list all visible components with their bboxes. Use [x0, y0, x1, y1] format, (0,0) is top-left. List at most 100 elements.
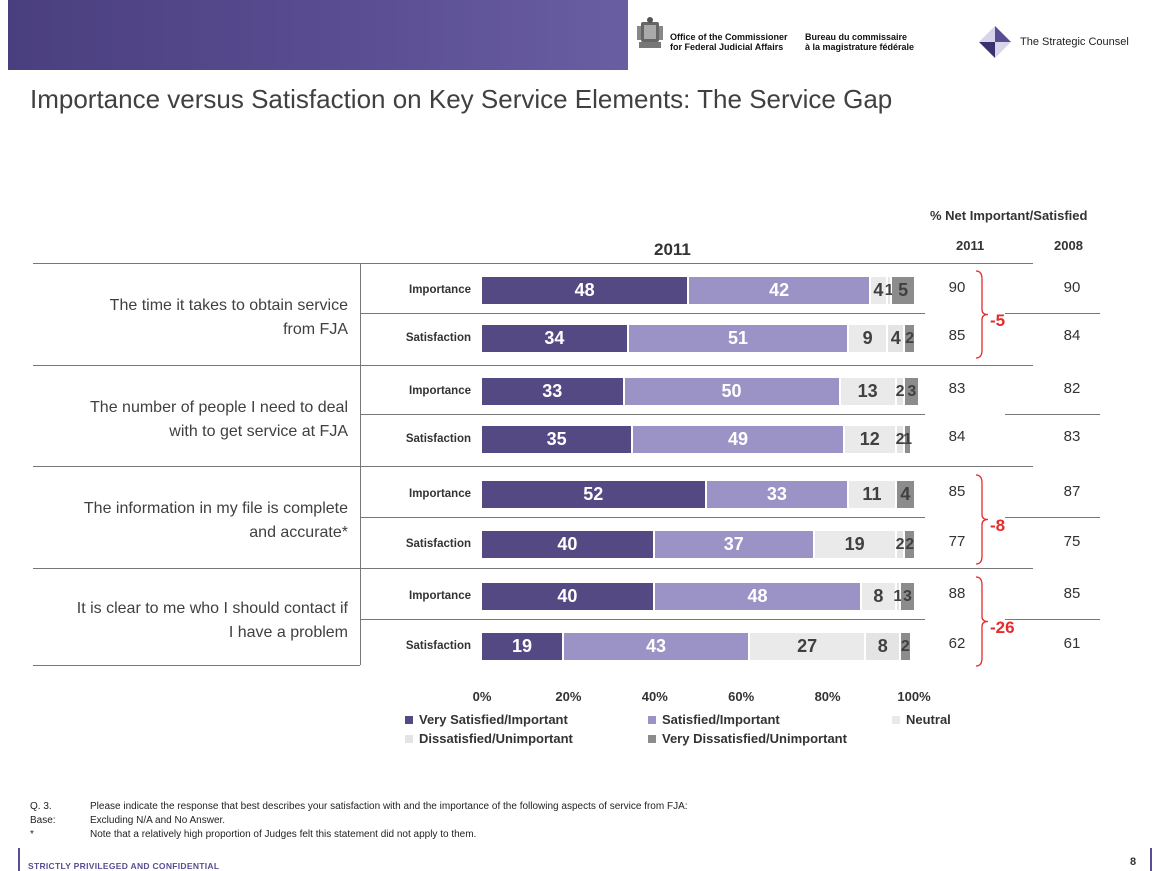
net-2008-value: 75	[1063, 533, 1081, 550]
bar-segment: 34	[482, 325, 629, 352]
bar-segment: 35	[482, 426, 634, 453]
label-column-divider	[360, 263, 361, 665]
bar-segment: 3	[901, 583, 914, 610]
footer-right-rule	[1150, 848, 1152, 871]
bar-segment: 48	[654, 583, 863, 610]
bar-segment: 1	[893, 583, 902, 610]
measure-label: Importance	[409, 488, 471, 500]
chart-year-header: 2011	[654, 240, 691, 259]
row-divider	[360, 313, 925, 314]
bar-segment: 43	[564, 633, 750, 660]
footnote-q-text: Please indicate the response that best d…	[90, 801, 688, 812]
bar-segment: 4	[870, 277, 889, 304]
legend-label-dissatisfied: Dissatisfied/Unimportant	[419, 731, 573, 746]
gap-bracket	[975, 474, 989, 565]
measure-label: Importance	[409, 385, 471, 397]
legend-swatch-very-dissatisfied	[648, 734, 656, 743]
stacked-bar: 35 49 12 2 1	[482, 426, 914, 453]
bar-segment: 5	[892, 277, 914, 304]
bar-segment: 50	[624, 378, 841, 405]
row-divider-2008	[1005, 517, 1100, 518]
legend-swatch-neutral	[892, 715, 900, 724]
bar-segment: 52	[482, 481, 707, 508]
row-divider	[360, 619, 925, 620]
row-divider-2008	[1005, 313, 1100, 314]
gap-bracket	[975, 270, 989, 359]
group-divider	[33, 466, 1033, 467]
gap-value: -8	[990, 515, 1006, 535]
bar-segment: 40	[482, 531, 655, 558]
legend-label-neutral: Neutral	[906, 712, 951, 727]
bar-segment: 33	[706, 481, 850, 508]
measure-label: Satisfaction	[405, 640, 471, 652]
net-2011-value: 85	[948, 327, 966, 344]
net-2011-value: 85	[948, 483, 966, 500]
table-bottom-rule	[33, 665, 360, 666]
bar-segment: 11	[849, 481, 897, 508]
bar-segment: 2	[905, 325, 914, 352]
x-axis-tick-label: 80%	[814, 689, 841, 704]
page-number: 8	[1130, 856, 1137, 868]
x-axis-tick-label: 0%	[472, 689, 492, 704]
net-2008-value: 84	[1063, 327, 1081, 344]
stacked-bar: 34 51 9 4 2	[482, 325, 914, 352]
bar-segment: 19	[814, 531, 897, 558]
footnote-base-label: Base:	[30, 815, 56, 826]
agency-name-french: Bureau du commissaire à la magistrature …	[805, 32, 914, 52]
group-divider	[33, 365, 1033, 366]
net-2011-header: 2011	[956, 238, 985, 253]
coat-of-arms-icon	[637, 17, 663, 48]
agency-en-line1: Office of the Commissioner	[670, 32, 788, 42]
bar-segment: 42	[689, 277, 871, 304]
bar-segment: 1	[903, 426, 912, 453]
bar-segment: 37	[654, 531, 815, 558]
footnote-star-label: *	[30, 829, 34, 840]
measure-label: Importance	[409, 590, 471, 602]
net-2011-value: 84	[948, 428, 966, 445]
bar-segment: 3	[905, 378, 919, 405]
footnote-q-label: Q. 3.	[30, 801, 52, 812]
strategic-counsel-logo-icon	[979, 26, 1011, 58]
bar-segment: 9	[849, 325, 889, 352]
net-2008-header: 2008	[1054, 238, 1083, 253]
group-divider	[33, 568, 1033, 569]
legend-neutral: Neutral	[892, 712, 951, 727]
legend-very-satisfied: Very Satisfied/Important	[405, 712, 568, 727]
bar-segment: 8	[866, 633, 902, 660]
legend-label-very-satisfied: Very Satisfied/Important	[419, 712, 568, 727]
net-2008-value: 85	[1063, 585, 1081, 602]
row-divider	[360, 517, 925, 518]
row-divider	[360, 414, 925, 415]
agency-fr-line2: à la magistrature fédérale	[805, 42, 915, 52]
legend-dissatisfied: Dissatisfied/Unimportant	[405, 731, 573, 746]
statement-line: I have a problem	[228, 623, 348, 641]
bar-segment: 4	[896, 481, 914, 508]
x-axis-tick-label: 20%	[555, 689, 582, 704]
statement-label: The time it takes to obtain service from …	[28, 294, 348, 342]
bar-segment: 49	[633, 426, 845, 453]
bar-segment: 2	[896, 426, 906, 453]
measure-label: Importance	[409, 284, 471, 296]
bar-segment: 27	[749, 633, 867, 660]
bar-segment: 4	[888, 325, 906, 352]
x-axis-tick-label: 100%	[897, 689, 931, 704]
net-2008-value: 82	[1063, 380, 1081, 397]
bar-segment: 12	[844, 426, 897, 453]
consultancy-name: The Strategic Counsel	[1020, 36, 1129, 48]
statement-line: with to get service at FJA	[169, 422, 348, 440]
measure-label: Satisfaction	[405, 538, 471, 550]
net-2011-value: 77	[948, 533, 966, 550]
statement-label: It is clear to me who I should contact i…	[28, 597, 348, 645]
stacked-bar: 19 43 27 8 2	[482, 633, 914, 660]
footnote-base-text: Excluding N/A and No Answer.	[90, 815, 226, 826]
agency-name-english: Office of the Commissioner for Federal J…	[670, 32, 788, 52]
agency-fr-line1: Bureau du commissaire	[805, 32, 908, 42]
net-2011-value: 83	[948, 380, 966, 397]
legend-label-very-dissatisfied: Very Dissatisfied/Unimportant	[662, 731, 847, 746]
page-title: Importance versus Satisfaction on Key Se…	[30, 84, 893, 114]
legend-swatch-very-satisfied	[405, 715, 413, 724]
bar-segment: 2	[896, 378, 906, 405]
statement-line: and accurate*	[249, 524, 348, 541]
net-2011-value: 88	[948, 585, 966, 602]
